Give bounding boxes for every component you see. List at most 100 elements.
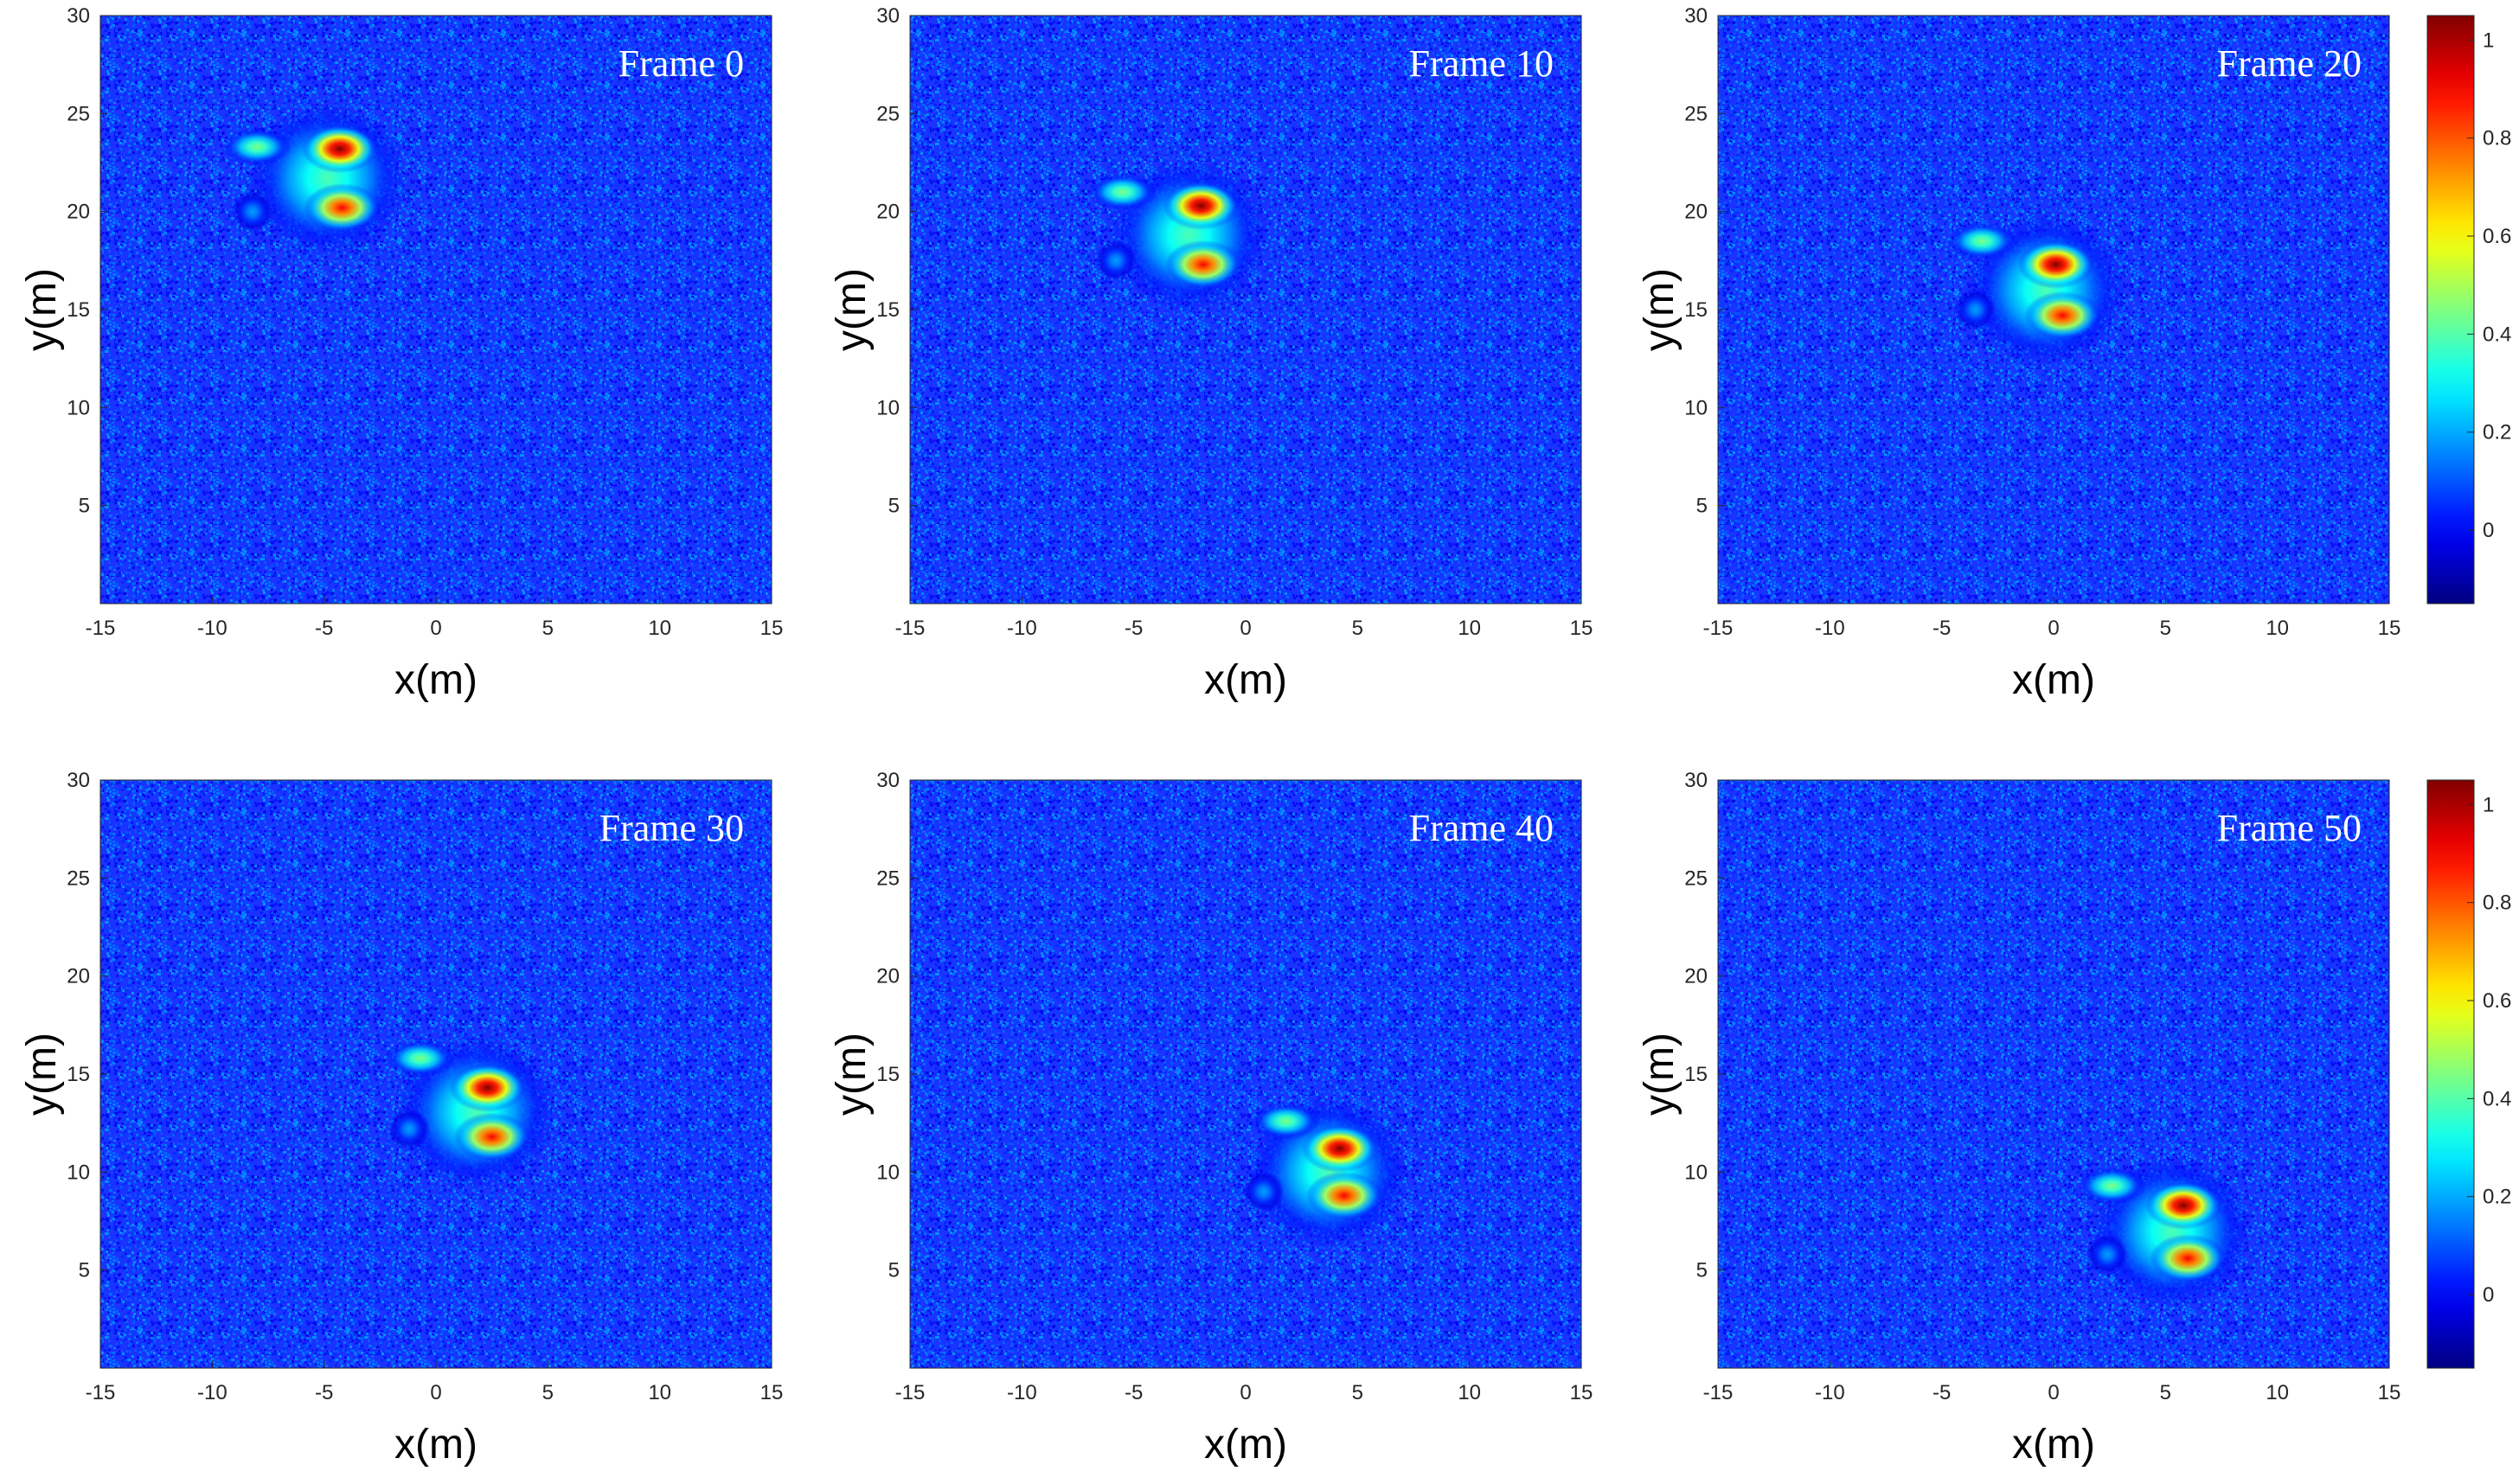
heat-blob — [2017, 240, 2094, 289]
x-tick-label: 0 — [2048, 617, 2059, 640]
heat-blob — [2150, 1234, 2227, 1283]
y-axis-label: y(m) — [1637, 268, 1683, 351]
heat-blob — [301, 125, 378, 174]
y-tick-label: 20 — [876, 965, 900, 988]
x-tick-label: -10 — [197, 1381, 228, 1404]
colorbar-tick-label: 0.4 — [2483, 1087, 2511, 1110]
y-tick-label: 25 — [876, 102, 900, 125]
heat-blob — [1087, 173, 1157, 211]
y-tick-label: 25 — [67, 867, 90, 890]
heat-blob — [385, 1039, 455, 1078]
x-tick-label: -15 — [86, 617, 116, 640]
x-tick-label: -5 — [1125, 617, 1143, 640]
colorbar-tick-label: 1 — [2483, 793, 2494, 816]
y-tick-label: 20 — [67, 965, 90, 988]
heat-halo — [247, 102, 407, 255]
heat-blob — [222, 127, 292, 166]
x-tick-label: -15 — [895, 617, 926, 640]
x-tick-label: -15 — [1703, 1381, 1734, 1404]
x-tick-label: -10 — [1815, 1381, 1845, 1404]
frame-annotation: Frame 0 — [619, 42, 744, 85]
x-tick-label: 5 — [2160, 1381, 2171, 1404]
frame-annotation: Frame 10 — [1409, 42, 1554, 85]
x-tick-label: 10 — [648, 1381, 671, 1404]
colorbar-gradient — [2426, 779, 2475, 1369]
y-tick-label: 5 — [79, 1259, 90, 1283]
colorbar-tick-label: 0.8 — [2483, 892, 2511, 915]
frame-annotation: Frame 30 — [599, 807, 744, 849]
x-tick-label: 15 — [760, 1381, 784, 1404]
heat-blob — [2024, 291, 2101, 340]
x-tick-label: 0 — [2048, 1381, 2059, 1404]
heat-blob — [449, 1063, 526, 1112]
colorbar-tick-label: 0.2 — [2483, 421, 2511, 445]
x-tick-label: 10 — [1458, 1381, 1481, 1404]
heat-blob — [1242, 1171, 1285, 1212]
y-tick-label: 15 — [1684, 1063, 1708, 1086]
x-tick-label: 15 — [760, 617, 784, 640]
x-tick-label: 10 — [2266, 1381, 2289, 1404]
y-tick-label: 25 — [876, 867, 900, 890]
heatmap-panel-0: -15 -10 -5 0 5 10 15 5 10 15 20 25 30 x(m) y(m) Frame 0 — [19, 4, 783, 703]
heat-blob — [453, 1112, 530, 1161]
colorbar-tick-label: 0.6 — [2483, 989, 2511, 1013]
y-tick-label: 15 — [876, 298, 900, 322]
y-tick-label: 10 — [67, 1161, 90, 1184]
colorbar: 0 0.2 0.4 0.6 0.8 1 — [2426, 779, 2511, 1369]
heat-blob — [304, 183, 381, 233]
y-tick-label: 30 — [67, 4, 90, 28]
x-tick-label: 0 — [1240, 617, 1251, 640]
y-tick-label: 30 — [1684, 4, 1708, 28]
heat-blob — [1954, 289, 1997, 330]
x-axis-label: x(m) — [1204, 657, 1287, 703]
y-tick-label: 30 — [876, 4, 900, 28]
x-tick-label: -5 — [1933, 1381, 1951, 1404]
heat-blob — [1305, 1171, 1382, 1220]
x-tick-label: -15 — [1703, 617, 1734, 640]
y-tick-label: 15 — [67, 1063, 90, 1086]
y-tick-label: 25 — [1684, 102, 1708, 125]
y-tick-label: 30 — [876, 769, 900, 792]
x-tick-label: 10 — [1458, 617, 1481, 640]
y-tick-label: 10 — [876, 396, 900, 419]
y-tick-label: 20 — [876, 201, 900, 224]
y-tick-label: 15 — [876, 1063, 900, 1086]
heat-blob — [2145, 1180, 2222, 1230]
y-tick-label: 20 — [1684, 201, 1708, 224]
y-tick-label: 10 — [1684, 1161, 1708, 1184]
plot-background — [910, 16, 1581, 604]
x-tick-label: -5 — [315, 617, 333, 640]
y-tick-label: 5 — [1696, 495, 1708, 518]
x-tick-label: 0 — [1240, 1381, 1251, 1404]
y-tick-label: 10 — [876, 1161, 900, 1184]
y-tick-label: 25 — [1684, 867, 1708, 890]
x-tick-label: 15 — [1570, 1381, 1593, 1404]
x-tick-label: -15 — [86, 1381, 116, 1404]
frame-annotation: Frame 50 — [2217, 807, 2362, 849]
x-tick-label: -5 — [315, 1381, 333, 1404]
colorbar-tick-label: 0.8 — [2483, 127, 2511, 150]
heat-blob — [1947, 221, 2017, 260]
colorbar-gradient — [2426, 15, 2475, 604]
x-tick-label: 0 — [430, 617, 441, 640]
frame-annotation: Frame 20 — [2217, 42, 2362, 85]
y-axis-label: y(m) — [19, 1033, 65, 1116]
y-axis-label: y(m) — [19, 268, 65, 351]
y-tick-label: 20 — [1684, 965, 1708, 988]
y-tick-label: 30 — [67, 769, 90, 792]
x-tick-label: -15 — [895, 1381, 926, 1404]
x-tick-label: 15 — [1570, 617, 1593, 640]
x-tick-label: 10 — [2266, 617, 2289, 640]
x-tick-label: 15 — [2378, 617, 2401, 640]
x-tick-label: -10 — [1007, 617, 1037, 640]
heat-blob — [1163, 181, 1240, 230]
y-tick-label: 25 — [67, 102, 90, 125]
heatmap-panel-1: -15 -10 -5 0 5 10 15 5 10 15 20 25 30 x(m) y(m) Frame 1… — [829, 4, 1593, 703]
x-axis-label: x(m) — [1204, 1422, 1287, 1468]
y-tick-label: 5 — [888, 495, 900, 518]
y-axis-label: y(m) — [829, 1033, 875, 1116]
y-tick-label: 15 — [67, 298, 90, 322]
